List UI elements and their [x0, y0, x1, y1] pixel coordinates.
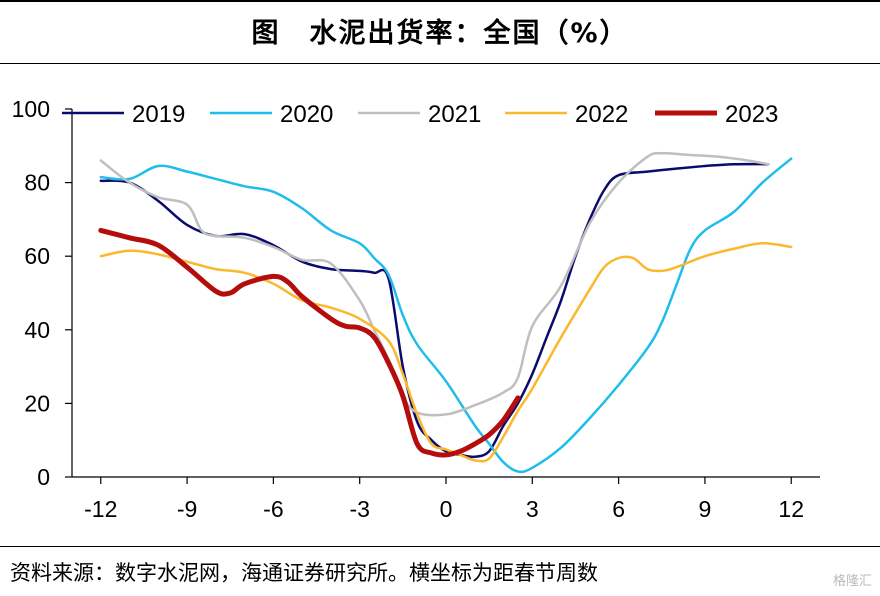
series-line-2021 — [99, 151, 770, 417]
x-tick-label: -6 — [263, 496, 283, 522]
y-tick-label: 0 — [37, 464, 50, 490]
series-line-2022 — [99, 242, 793, 463]
chart-axes: 0 20 40 60 80 100 -12 -9 -6 -3 0 3 6 9 12 — [12, 96, 820, 522]
legend-label-2022: 2022 — [575, 101, 628, 128]
y-tick-label: 20 — [24, 390, 50, 416]
footer-divider — [0, 546, 880, 547]
watermark-logo: 格隆汇 — [832, 574, 872, 589]
chart-title: 图 水泥出货率：全国（%） — [251, 18, 629, 49]
x-tick-label: 6 — [612, 496, 625, 522]
x-tick-label: -9 — [177, 496, 197, 522]
legend-label-2023: 2023 — [725, 101, 778, 128]
y-tick-label: 60 — [24, 243, 50, 269]
x-tick-label: 3 — [526, 496, 539, 522]
title-divider — [0, 63, 880, 64]
y-tick-label: 80 — [24, 170, 50, 196]
chart-series — [98, 151, 793, 474]
line-chart: 0 20 40 60 80 100 -12 -9 -6 -3 0 3 6 9 12 2019 2020 2021… — [12, 96, 820, 522]
series-line-2020 — [99, 157, 793, 474]
x-tick-label: -3 — [349, 496, 369, 522]
x-tick-label: 9 — [699, 496, 712, 522]
x-tick-label: 0 — [440, 496, 453, 522]
y-tick-label: 40 — [24, 317, 50, 343]
legend-label-2020: 2020 — [280, 101, 333, 128]
legend-label-2021: 2021 — [428, 101, 481, 128]
y-tick-label: 100 — [12, 96, 50, 122]
top-border — [0, 0, 880, 2]
x-tick-label: 12 — [778, 496, 804, 522]
x-tick-label: -12 — [84, 496, 117, 522]
legend-label-2019: 2019 — [132, 101, 185, 128]
source-note: 资料来源：数字水泥网，海通证券研究所。横坐标为距春节周数 — [10, 561, 598, 585]
series-line-2023 — [98, 227, 521, 458]
chart-legend: 2019 2020 2021 2022 2023 — [62, 101, 778, 128]
